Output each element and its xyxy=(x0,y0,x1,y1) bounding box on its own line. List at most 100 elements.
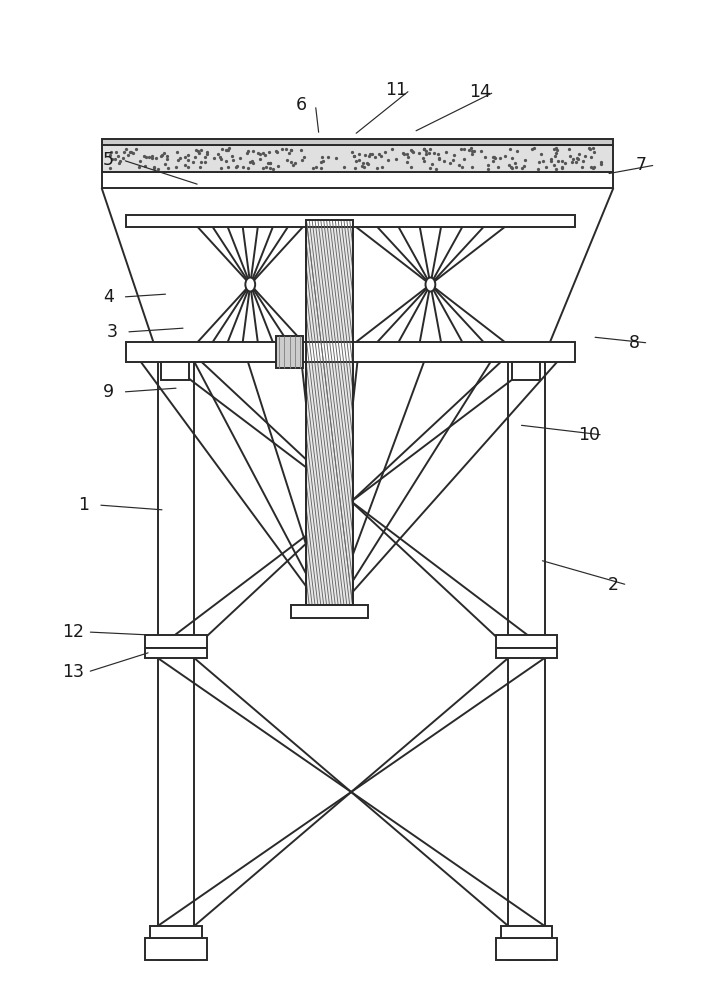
Point xyxy=(548,141,559,157)
Point xyxy=(228,152,239,168)
Point xyxy=(418,153,430,169)
Point xyxy=(402,149,414,165)
Point xyxy=(267,161,278,177)
Point xyxy=(456,141,467,157)
Point xyxy=(358,155,369,171)
Point xyxy=(107,151,118,167)
Point xyxy=(418,141,430,157)
Text: 7: 7 xyxy=(636,156,647,174)
Point xyxy=(441,144,452,160)
Point xyxy=(271,144,283,160)
Point xyxy=(386,141,397,157)
Point xyxy=(458,141,469,157)
Point xyxy=(261,159,272,175)
Point xyxy=(353,146,365,162)
Point xyxy=(492,159,503,175)
Point xyxy=(338,159,349,175)
Point xyxy=(172,144,183,160)
Point xyxy=(201,146,212,162)
Bar xyxy=(102,145,613,172)
Point xyxy=(189,149,200,165)
Point xyxy=(148,159,159,175)
Bar xyxy=(501,926,552,938)
Text: 5: 5 xyxy=(103,151,114,169)
Point xyxy=(264,144,275,160)
Point xyxy=(348,148,360,164)
Point xyxy=(571,154,582,170)
Text: 14: 14 xyxy=(469,83,491,101)
Point xyxy=(466,159,477,175)
Point xyxy=(506,160,517,176)
Point xyxy=(311,159,322,175)
Point xyxy=(316,149,327,165)
Point xyxy=(221,142,232,158)
Point xyxy=(444,155,456,171)
Point xyxy=(578,153,589,169)
Point xyxy=(390,151,402,167)
Bar xyxy=(126,215,575,227)
Point xyxy=(104,160,116,176)
Bar xyxy=(306,220,353,605)
Point xyxy=(587,160,598,176)
Bar xyxy=(512,362,540,380)
Point xyxy=(584,141,595,157)
Point xyxy=(579,148,590,164)
Point xyxy=(397,145,409,161)
Point xyxy=(259,147,270,163)
Point xyxy=(134,153,145,169)
Point xyxy=(533,161,544,177)
Text: 10: 10 xyxy=(578,426,600,444)
Text: 1: 1 xyxy=(79,496,90,514)
Point xyxy=(418,141,429,157)
Point xyxy=(226,148,238,164)
Point xyxy=(504,141,515,157)
Point xyxy=(540,159,552,175)
Point xyxy=(529,140,540,156)
Point xyxy=(285,142,297,158)
Point xyxy=(552,153,564,169)
Point xyxy=(287,157,298,173)
Point xyxy=(488,149,499,165)
Point xyxy=(376,159,388,175)
Point xyxy=(223,142,234,158)
Point xyxy=(223,159,234,175)
Point xyxy=(109,151,121,167)
Point xyxy=(479,149,491,165)
Bar xyxy=(150,926,202,938)
Text: 4: 4 xyxy=(103,288,114,306)
Text: 2: 2 xyxy=(608,576,619,594)
Point xyxy=(125,144,136,160)
Point xyxy=(193,143,204,159)
Point xyxy=(220,153,231,169)
Point xyxy=(517,160,528,176)
Point xyxy=(257,160,268,176)
Point xyxy=(242,160,253,176)
Point xyxy=(559,155,571,171)
Point xyxy=(238,159,249,175)
Point xyxy=(447,152,458,168)
Point xyxy=(151,150,162,166)
Point xyxy=(289,155,300,171)
Point xyxy=(258,145,269,161)
Bar xyxy=(496,648,557,658)
Bar xyxy=(496,938,557,960)
Point xyxy=(548,157,559,173)
Point xyxy=(585,159,597,175)
Point xyxy=(556,160,567,176)
Point xyxy=(350,153,362,169)
Bar xyxy=(508,355,545,960)
Point xyxy=(448,147,459,163)
Point xyxy=(425,141,436,157)
Point xyxy=(356,158,367,174)
Point xyxy=(511,143,522,159)
Point xyxy=(172,152,184,168)
Point xyxy=(596,156,607,172)
Point xyxy=(425,160,436,176)
Point xyxy=(572,150,583,166)
Point xyxy=(216,141,227,157)
Point xyxy=(346,144,358,160)
Point xyxy=(372,160,383,176)
Point xyxy=(551,140,562,156)
Point xyxy=(350,160,361,176)
Point xyxy=(370,149,381,165)
